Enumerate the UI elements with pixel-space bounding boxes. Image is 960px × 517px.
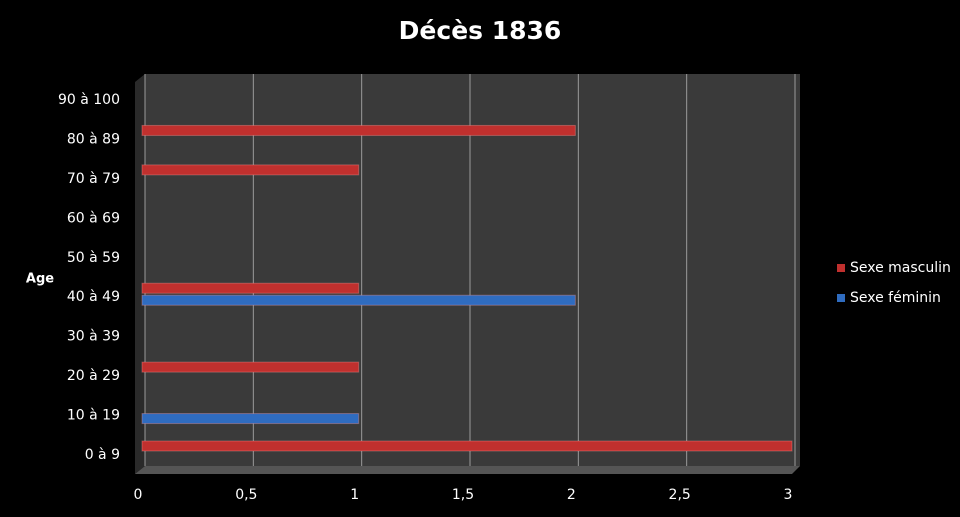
plot-floor — [135, 466, 800, 474]
x-tick-label: 1 — [350, 487, 359, 503]
y-tick-label: 50 à 59 — [67, 250, 120, 266]
bar — [141, 164, 360, 176]
y-tick-label: 30 à 39 — [67, 329, 120, 345]
chart-title: Décès 1836 — [399, 16, 562, 45]
y-tick-label: 0 à 9 — [85, 447, 120, 463]
y-tick-label: 60 à 69 — [67, 210, 120, 226]
x-tick-label: 0 — [134, 487, 143, 503]
legend-swatch — [837, 294, 845, 302]
bar — [141, 440, 793, 452]
x-tick-label: 2 — [567, 487, 576, 503]
bar — [141, 361, 360, 373]
x-tick-label: 2,5 — [669, 487, 691, 503]
y-tick-label: 70 à 79 — [67, 171, 120, 187]
bar — [141, 413, 360, 425]
y-tick-label: 20 à 29 — [67, 368, 120, 384]
legend-swatch — [837, 264, 845, 272]
bar — [141, 282, 360, 294]
y-tick-label: 40 à 49 — [67, 289, 120, 305]
x-tick-label: 0,5 — [235, 487, 257, 503]
y-tick-label: 10 à 19 — [67, 408, 120, 424]
legend-label: Sexe féminin — [850, 290, 941, 306]
y-tick-label: 80 à 89 — [67, 131, 120, 147]
y-axis-title: Age — [26, 272, 54, 287]
bar — [141, 124, 576, 136]
legend-label: Sexe masculin — [850, 260, 951, 276]
bar — [141, 294, 576, 306]
y-tick-label: 90 à 100 — [58, 92, 120, 108]
x-tick-label: 3 — [784, 487, 793, 503]
x-tick-label: 1,5 — [452, 487, 474, 503]
